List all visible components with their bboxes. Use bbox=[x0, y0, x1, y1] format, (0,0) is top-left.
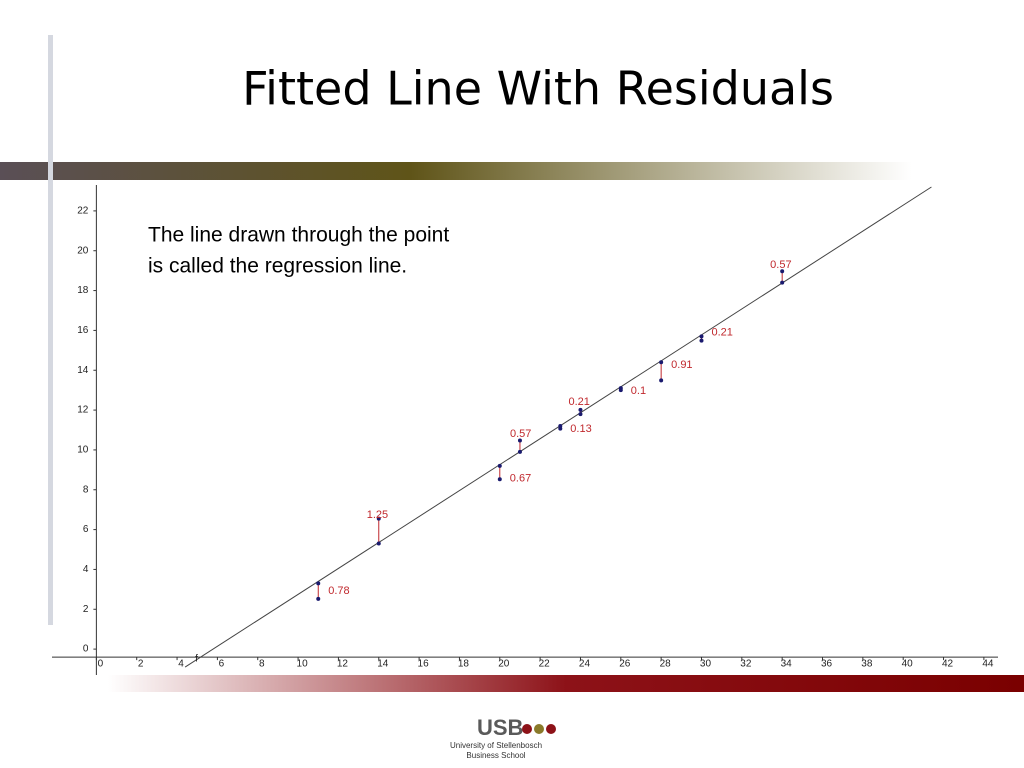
point bbox=[376, 541, 381, 546]
note-line: is called the regression line. bbox=[148, 255, 407, 278]
y-tick-label: 16 bbox=[77, 325, 89, 336]
logo-text: USB bbox=[477, 715, 523, 740]
y-tick-label: 0 bbox=[83, 644, 89, 655]
point bbox=[517, 449, 522, 454]
residual-label: 0.78 bbox=[328, 585, 349, 597]
y-tick-label: 8 bbox=[83, 484, 89, 495]
point bbox=[578, 412, 583, 417]
x-tick-label: 0 bbox=[98, 659, 104, 670]
y-tick-label: 10 bbox=[77, 445, 89, 456]
y-tick-label: 20 bbox=[77, 245, 89, 256]
point bbox=[699, 338, 704, 343]
logo-dot bbox=[522, 724, 532, 734]
y-tick-label: 6 bbox=[83, 524, 89, 535]
point bbox=[780, 269, 785, 274]
point bbox=[316, 596, 321, 601]
x-tick-label: 30 bbox=[700, 659, 712, 670]
x-tick-label: 14 bbox=[377, 659, 389, 670]
residual-label: 0.67 bbox=[510, 472, 531, 484]
residual-label: 0.1 bbox=[631, 385, 646, 397]
x-tick-label: 18 bbox=[458, 659, 470, 670]
x-tick-label: 40 bbox=[902, 659, 914, 670]
logo-line: Business School bbox=[466, 751, 525, 760]
y-tick-label: 18 bbox=[77, 285, 89, 296]
residual-label: 0.21 bbox=[568, 396, 589, 408]
residual-label: 0.57 bbox=[770, 259, 791, 271]
x-tick-label: 10 bbox=[297, 659, 309, 670]
point bbox=[316, 581, 321, 586]
y-tick-label: 14 bbox=[77, 365, 89, 376]
x-tick-label: 22 bbox=[539, 659, 551, 670]
point bbox=[376, 516, 381, 521]
logo: USB University of Stellenbosch Business … bbox=[450, 715, 556, 760]
logo-dot bbox=[546, 724, 556, 734]
point bbox=[517, 438, 522, 443]
y-tick-label: 22 bbox=[77, 206, 89, 217]
x-tick-label: 42 bbox=[942, 659, 954, 670]
x-tick-label: 28 bbox=[660, 659, 672, 670]
residual-label: 0.21 bbox=[711, 326, 732, 338]
x-tick-label: 20 bbox=[498, 659, 510, 670]
x-tick-label: 6 bbox=[219, 659, 225, 670]
x-tick-label: 32 bbox=[740, 659, 752, 670]
x-tick-label: 16 bbox=[418, 659, 430, 670]
point bbox=[780, 280, 785, 285]
point bbox=[659, 360, 664, 365]
top-bar bbox=[0, 162, 912, 180]
point bbox=[497, 463, 502, 468]
regression-line bbox=[184, 186, 932, 668]
logo-dot bbox=[534, 724, 544, 734]
bottom-bar bbox=[108, 675, 1024, 692]
residual-label: 0.91 bbox=[671, 359, 692, 371]
y-tick-label: 12 bbox=[77, 405, 89, 416]
logo-line: University of Stellenbosch bbox=[450, 741, 542, 750]
point bbox=[659, 378, 664, 383]
residual-label: 1.25 bbox=[367, 509, 388, 521]
x-tick-label: 12 bbox=[337, 659, 349, 670]
side-bar bbox=[48, 35, 53, 625]
point bbox=[578, 407, 583, 412]
x-tick-label: 34 bbox=[781, 659, 793, 670]
point bbox=[558, 424, 563, 429]
x-tick-label: 8 bbox=[259, 659, 265, 670]
x-tick-label: 44 bbox=[982, 659, 994, 670]
x-tick-label: 4 bbox=[178, 659, 184, 670]
residual-label: 0.57 bbox=[510, 428, 531, 440]
residual-label: 0.13 bbox=[570, 423, 591, 435]
point bbox=[699, 334, 704, 339]
y-tick-label: 2 bbox=[83, 604, 89, 615]
point bbox=[618, 386, 623, 391]
x-tick-label: 26 bbox=[619, 659, 631, 670]
line-label: f bbox=[195, 654, 198, 665]
y-tick-label: 4 bbox=[83, 564, 89, 575]
x-tick-label: 36 bbox=[821, 659, 833, 670]
x-tick-label: 2 bbox=[138, 659, 144, 670]
note-line: The line drawn through the point bbox=[148, 224, 449, 247]
x-tick-label: 38 bbox=[861, 659, 873, 670]
x-tick-label: 24 bbox=[579, 659, 591, 670]
slide-title: Fitted Line With Residuals bbox=[242, 62, 834, 116]
point bbox=[497, 477, 502, 482]
